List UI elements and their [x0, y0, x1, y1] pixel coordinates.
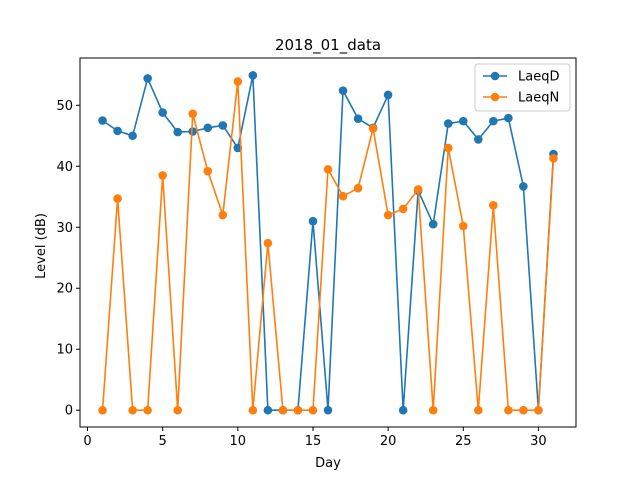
data-point-laeqn	[278, 405, 288, 415]
data-point-laeqn	[323, 165, 333, 174]
plot-area	[98, 71, 558, 415]
data-point-laeqd	[113, 126, 122, 136]
data-point-laeqn	[128, 405, 137, 415]
data-point-laeqn	[338, 191, 348, 201]
data-point-laeqd	[248, 71, 258, 80]
y-tick-label: 10	[56, 343, 73, 358]
y-tick-label: 50	[56, 99, 73, 114]
data-point-laeqd	[323, 405, 333, 415]
data-point-laeqn	[98, 405, 107, 415]
data-point-laeqd	[263, 405, 273, 415]
data-point-laeqd	[218, 121, 228, 130]
axes: 0 5 10 15 20 25 30 0 10 20 30 40 50	[56, 57, 577, 449]
data-point-laeqn	[383, 210, 393, 220]
legend-marker	[490, 71, 500, 81]
data-point-laeqd	[98, 116, 107, 125]
data-point-laeqd	[474, 135, 483, 144]
data-point-laeqn	[248, 405, 258, 415]
data-point-laeqn	[368, 124, 378, 133]
y-axis-label: Level (dB)	[34, 213, 49, 279]
data-point-laeqn	[413, 185, 423, 194]
data-point-laeqd	[383, 90, 393, 100]
legend: LaeqD LaeqN	[474, 63, 571, 112]
x-tick-label: 20	[380, 434, 397, 449]
x-tick-label: 5	[159, 434, 167, 449]
data-point-laeqn	[113, 194, 122, 203]
legend-marker	[490, 92, 500, 102]
data-point-laeqn	[474, 405, 483, 415]
data-point-laeqn	[158, 171, 167, 180]
data-point-laeqd	[203, 123, 213, 133]
data-point-laeqn	[143, 405, 152, 415]
x-tick-label: 15	[305, 434, 322, 449]
data-point-laeqn	[188, 109, 198, 119]
y-tick-label: 20	[56, 282, 73, 297]
data-point-laeqn	[263, 238, 273, 248]
data-point-laeqd	[504, 113, 513, 123]
y-tick-label: 40	[56, 160, 73, 175]
data-point-laeqn	[519, 405, 528, 415]
data-point-laeqd	[173, 127, 182, 137]
x-tick-label: 0	[83, 434, 91, 449]
data-point-laeqd	[428, 219, 438, 229]
y-tick-label: 0	[65, 404, 73, 419]
legend-label-laeqn: LaeqN	[518, 91, 559, 106]
y-tick-label: 30	[56, 221, 73, 236]
data-point-laeqd	[443, 119, 453, 128]
data-point-laeqn	[353, 183, 363, 193]
data-point-laeqn	[218, 210, 228, 220]
data-point-laeqd	[143, 74, 152, 83]
data-point-laeqd	[308, 216, 318, 226]
data-point-laeqd	[519, 182, 528, 191]
x-axis-label: Day	[315, 456, 341, 471]
data-point-laeqn	[428, 405, 438, 415]
data-point-laeqd	[458, 116, 468, 126]
data-point-laeqd	[398, 405, 408, 415]
data-point-laeqd	[489, 116, 498, 126]
data-point-laeqn	[398, 204, 408, 214]
x-tick-label: 30	[530, 434, 547, 449]
data-point-laeqn	[549, 154, 558, 163]
data-point-laeqn	[458, 221, 468, 231]
data-point-laeqd	[338, 86, 348, 95]
data-point-laeqn	[534, 405, 543, 415]
data-point-laeqd	[128, 131, 137, 141]
data-point-laeqd	[158, 108, 167, 117]
data-point-laeqn	[173, 405, 182, 415]
data-point-laeqn	[293, 405, 303, 415]
data-point-laeqn	[489, 201, 498, 210]
data-point-laeqn	[308, 405, 318, 415]
x-tick-label: 25	[455, 434, 472, 449]
data-point-laeqn	[233, 77, 243, 86]
data-point-laeqn	[504, 405, 513, 415]
data-point-laeqn	[203, 166, 213, 176]
x-tick-label: 10	[230, 434, 247, 449]
data-point-laeqn	[443, 143, 453, 153]
chart-title: 2018_01_data	[275, 36, 381, 55]
data-point-laeqd	[353, 114, 363, 123]
axes-frame	[79, 57, 577, 428]
legend-label-laeqd: LaeqD	[518, 70, 559, 85]
data-point-laeqd	[188, 127, 198, 136]
